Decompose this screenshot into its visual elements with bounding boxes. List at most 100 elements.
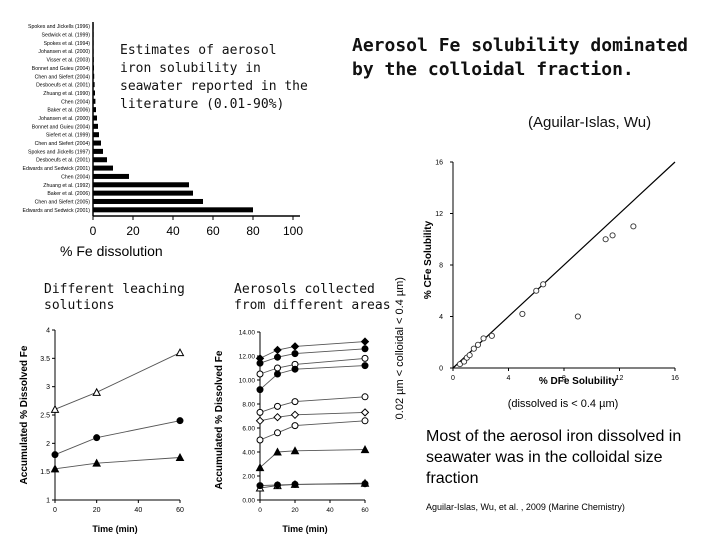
series-point [361,345,369,353]
series-point [291,365,299,373]
citation-text: Aguilar-Islas, Wu, et al. , 2009 (Marine… [426,502,625,512]
line-chart-y-tick-label: 2 [46,441,50,448]
bar [93,148,103,154]
one-to-one-line [452,161,676,369]
bar [93,165,113,171]
scatter-point [466,352,473,359]
bar-category-label: Chen (2004) [61,174,90,180]
bar-category-label: Sedwick et al. (1999) [42,33,91,39]
scatter-y-tick-label: 8 [439,263,443,270]
bar-category-label: Bonnet and Guieu (2004) [32,66,91,72]
scatter-x-tick-label: 8 [562,375,566,382]
bar [93,107,96,113]
bar-x-tick-label: 80 [246,224,260,238]
areas-plot-area: 0 20 40 60 0.00 2.00 4.00 6.00 8.00 10.00 12.00 14.… [239,330,370,514]
scatter-x-axis-label: % DFe Solubility [539,376,618,387]
bar-chart-x-axis-label: % Fe dissolution [60,243,163,259]
line-chart-y-tick-label: 14.00 [239,330,256,337]
line-chart-y-tick-label: 2.00 [242,474,255,481]
line-chart-y-tick-label: 10.00 [239,378,256,385]
scatter-plot-area: 0 4 8 12 16 0 4 8 12 16 [435,160,679,383]
bar [93,198,203,204]
series-point [92,387,102,396]
areas-chart-x-axis-label: Time (min) [282,524,327,534]
scatter-point [602,236,609,243]
bar-x-tick-label: 40 [166,224,180,238]
scatter-point [480,335,487,342]
bar-category-label: Desboeufs et al. (2001) [36,158,90,164]
series-line [54,420,181,456]
series-point [290,410,300,420]
series-line [259,449,366,468]
line-chart-x-tick-label: 20 [291,507,299,514]
bar [93,173,129,179]
bar-category-label: Johansen et al. (2000) [38,49,90,55]
scatter-point [574,313,581,320]
bar-category-label: Bonnet and Guieu (2004) [32,124,91,130]
series-line [259,420,366,441]
line-chart-y-tick-label: 8.00 [242,402,255,409]
bar [93,115,97,121]
series-line [54,457,181,470]
bar [93,182,189,188]
bar-category-label: Chen (2004) [61,99,90,105]
line-chart-y-tick-label: 6.00 [242,426,255,433]
bar-chart-x-ticks: 0 20 40 60 80 100 [90,216,303,238]
series-point [256,386,264,394]
areas-chart-y-axis-label: Accumulated % Dissolved Fe [214,350,225,489]
leaching-chart-y-axis-label: Accumulated % Dissolved Fe [19,345,30,484]
scatter-x-tick-label: 12 [616,375,624,382]
series-point [291,422,299,430]
series-point [274,429,281,437]
bar-category-label: Chen and Siefert (2004) [35,74,91,80]
series-point [274,370,281,378]
series-point [274,353,281,361]
estimates-annotation: Estimates of aerosol iron solubility in … [120,43,308,112]
line-chart-x-tick-label: 20 [93,507,101,514]
scatter-x-tick-label: 16 [671,375,679,382]
series-point [361,354,369,362]
line-chart-y-tick-label: 3 [46,384,50,391]
series-point [256,436,264,444]
series-line [259,483,366,487]
series-point [361,393,369,401]
areas-annotation: Aerosols collected from different areas [234,282,391,313]
bar [93,90,95,96]
series-point [361,362,369,370]
bar-category-label: Visser et al. (2003) [47,58,91,64]
bar-category-label: Baker et al. (2006) [47,191,90,197]
series-point [291,350,299,358]
scatter-point [630,223,637,230]
scatter-y-axis-label: % CFe Solubility [423,220,434,299]
bar [93,157,107,163]
series-point [360,445,370,454]
bar-x-tick-label: 100 [283,224,303,238]
bar-category-label: Zhuang et al. (1992) [43,183,90,189]
scatter-y-tick-label: 12 [435,211,443,218]
bar [93,132,99,138]
literature-bar-chart: Spokes and Jickells (1996) Sedwick et al.… [23,22,303,259]
series-point [175,452,185,461]
line-chart-y-tick-label: 4 [46,328,50,335]
series-line [259,411,366,422]
bar-x-tick-label: 20 [126,224,140,238]
bar-x-tick-label: 60 [206,224,220,238]
series-point [360,408,370,417]
scatter-x-axis-note: (dissolved is < 0.4 µm) [508,398,619,410]
series-point [255,463,265,472]
scatter-y-tick-label: 0 [439,366,443,373]
series-point [361,417,369,425]
bar-category-label: Siefert et al. (1999) [46,133,90,139]
series-point [360,337,370,346]
scatter-point [474,341,482,348]
series-point [273,447,282,456]
series-point [256,482,264,490]
bar [93,123,98,129]
series-point [175,348,185,357]
bar-category-label: Edwards and Sedwick (2001) [23,166,91,172]
series-point [50,464,60,473]
series-point [176,417,184,425]
series-point [255,416,265,426]
bar-category-label: Zhuang et al. (1990) [43,91,90,97]
key-finding-text: Most of the aerosol iron dissolved in se… [426,428,682,487]
